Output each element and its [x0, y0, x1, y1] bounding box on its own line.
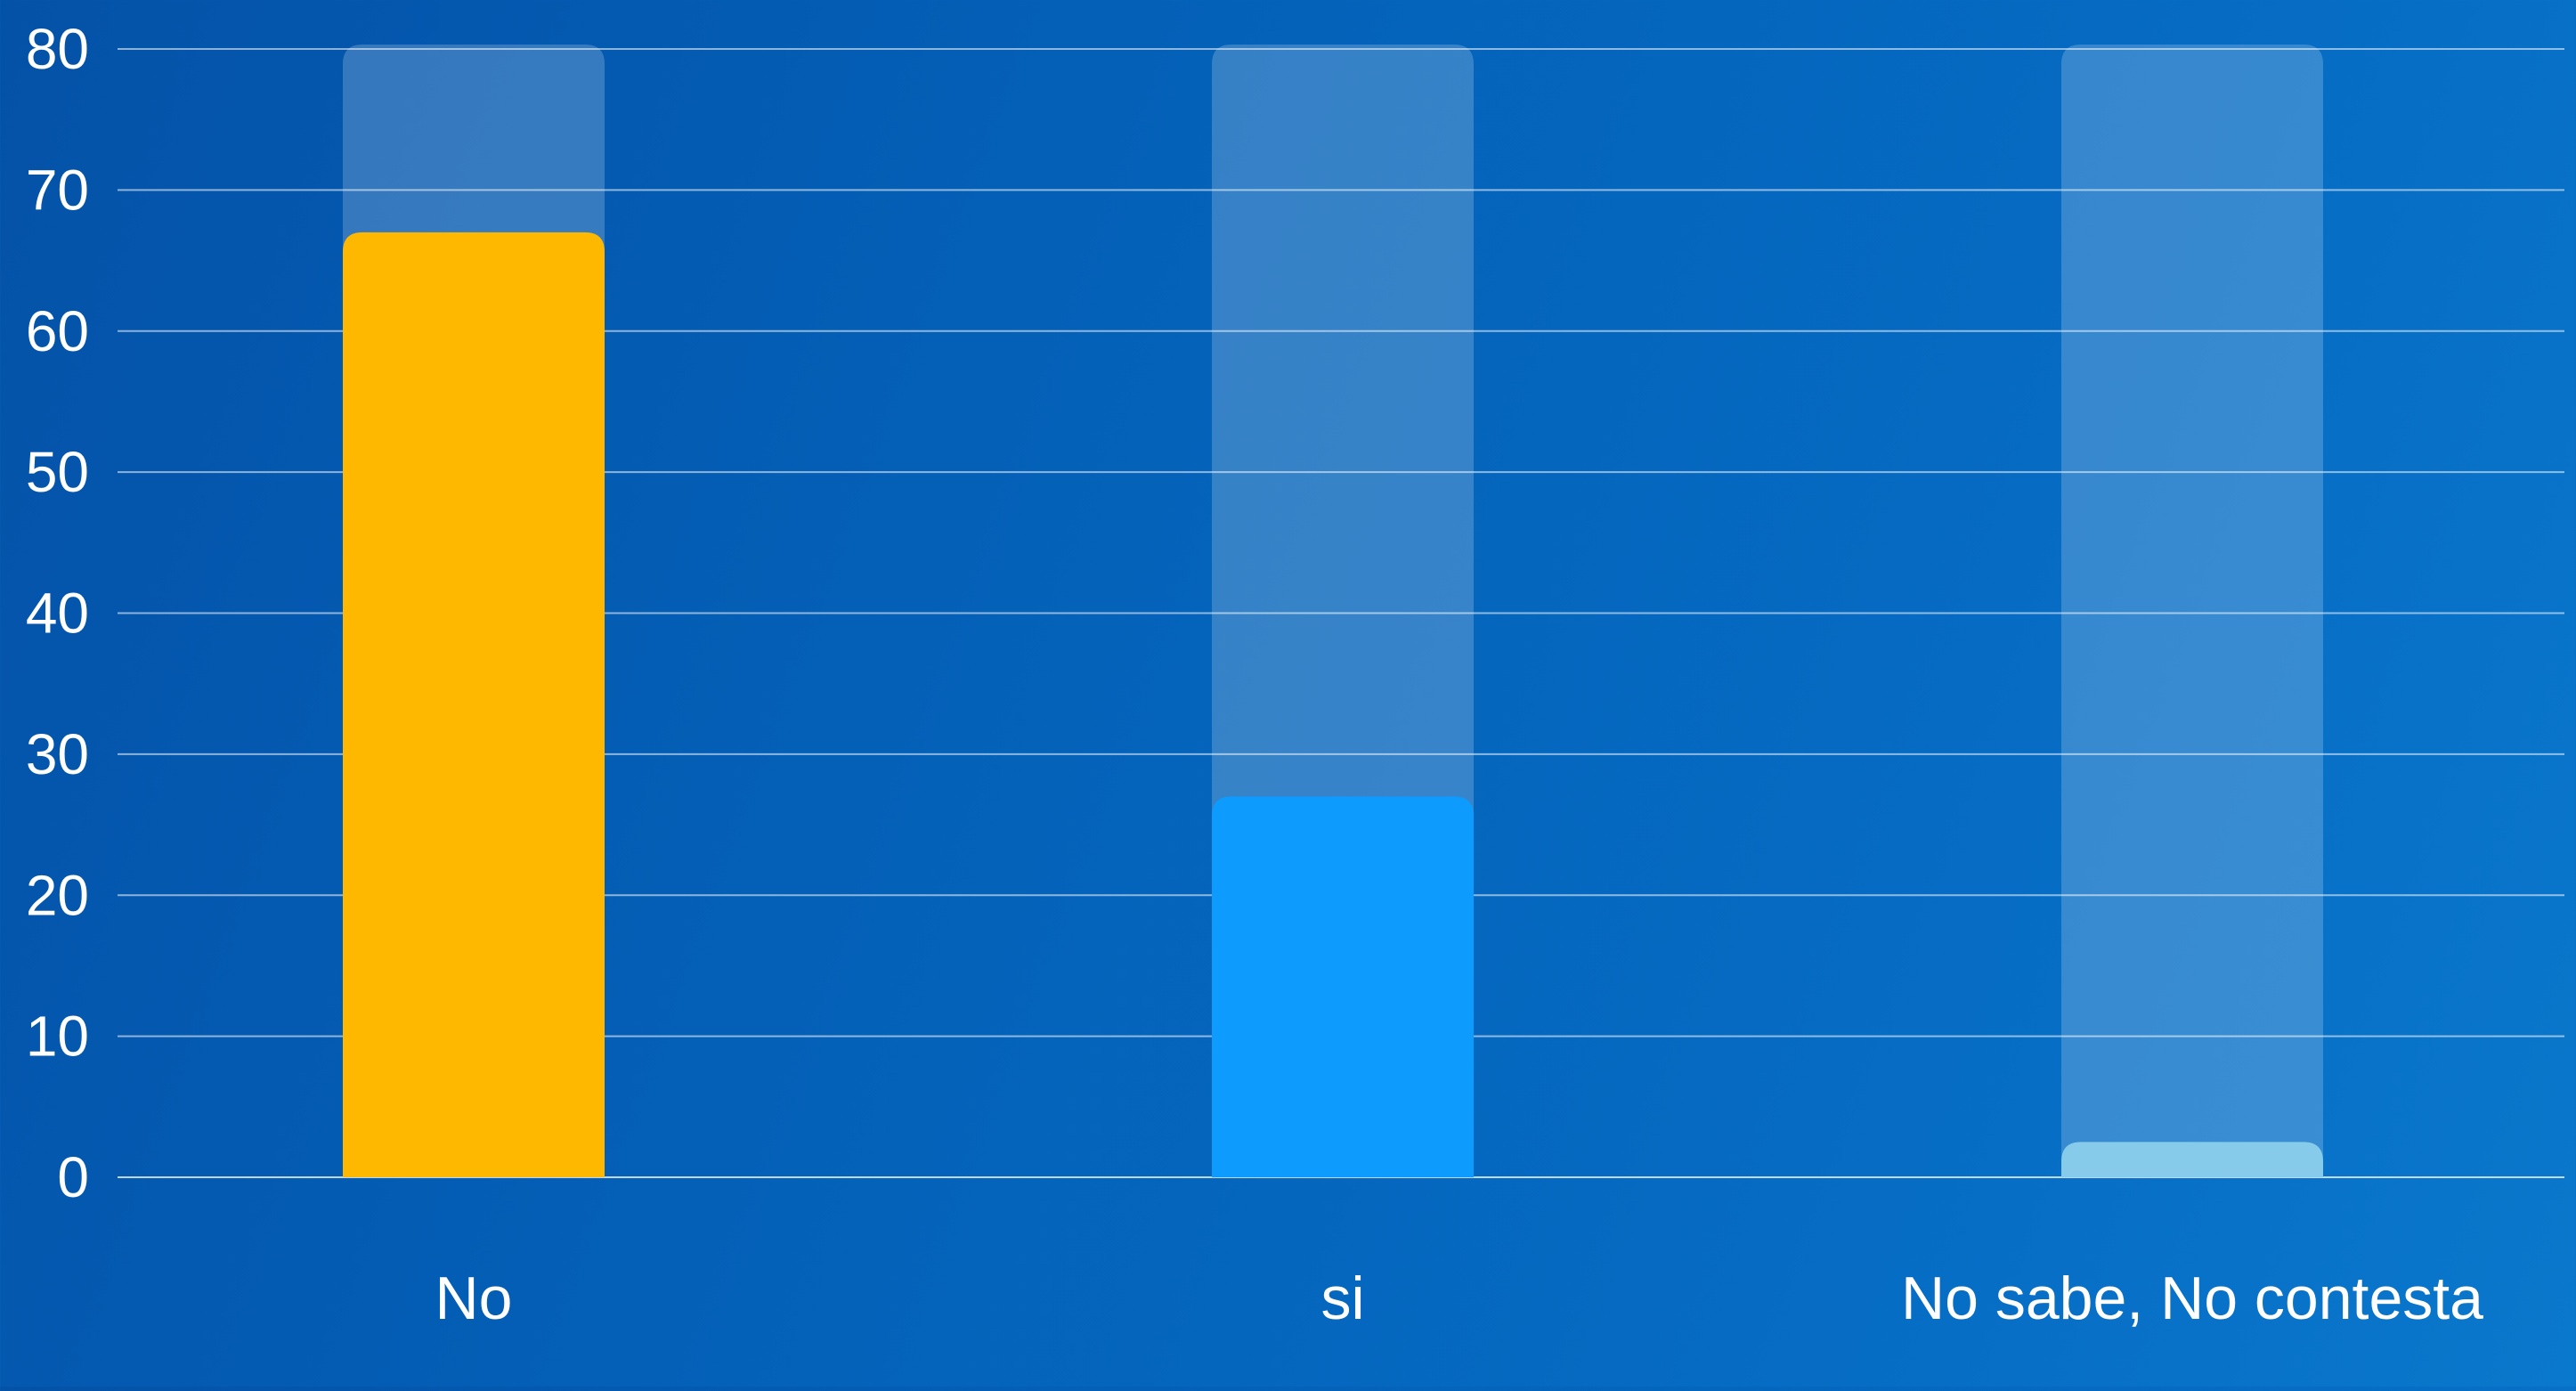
bar-si	[1212, 796, 1474, 1177]
y-tick-label: 30	[26, 722, 89, 786]
x-category-label: si	[1321, 1265, 1364, 1332]
bar-track	[2061, 45, 2323, 1177]
bar-no	[343, 232, 605, 1178]
bars	[343, 232, 2323, 1178]
y-tick-label: 0	[57, 1145, 89, 1209]
y-tick-label: 50	[26, 440, 89, 504]
y-tick-label: 80	[26, 17, 89, 81]
x-category-label: No	[435, 1265, 513, 1332]
y-tick-label: 20	[26, 863, 89, 927]
y-tick-label: 10	[26, 1005, 89, 1069]
y-tick-label: 60	[26, 299, 89, 363]
y-tick-label: 40	[26, 582, 89, 646]
x-category-label: No sabe, No contesta	[1901, 1265, 2483, 1332]
y-tick-label: 70	[26, 158, 89, 222]
y-axis-ticks: 0 10 20 30 40 50 60 70 80	[26, 17, 89, 1209]
bar-no-sabe-no-contesta	[2061, 1142, 2323, 1177]
x-axis-labels: No si No sabe, No contesta	[435, 1265, 2484, 1332]
